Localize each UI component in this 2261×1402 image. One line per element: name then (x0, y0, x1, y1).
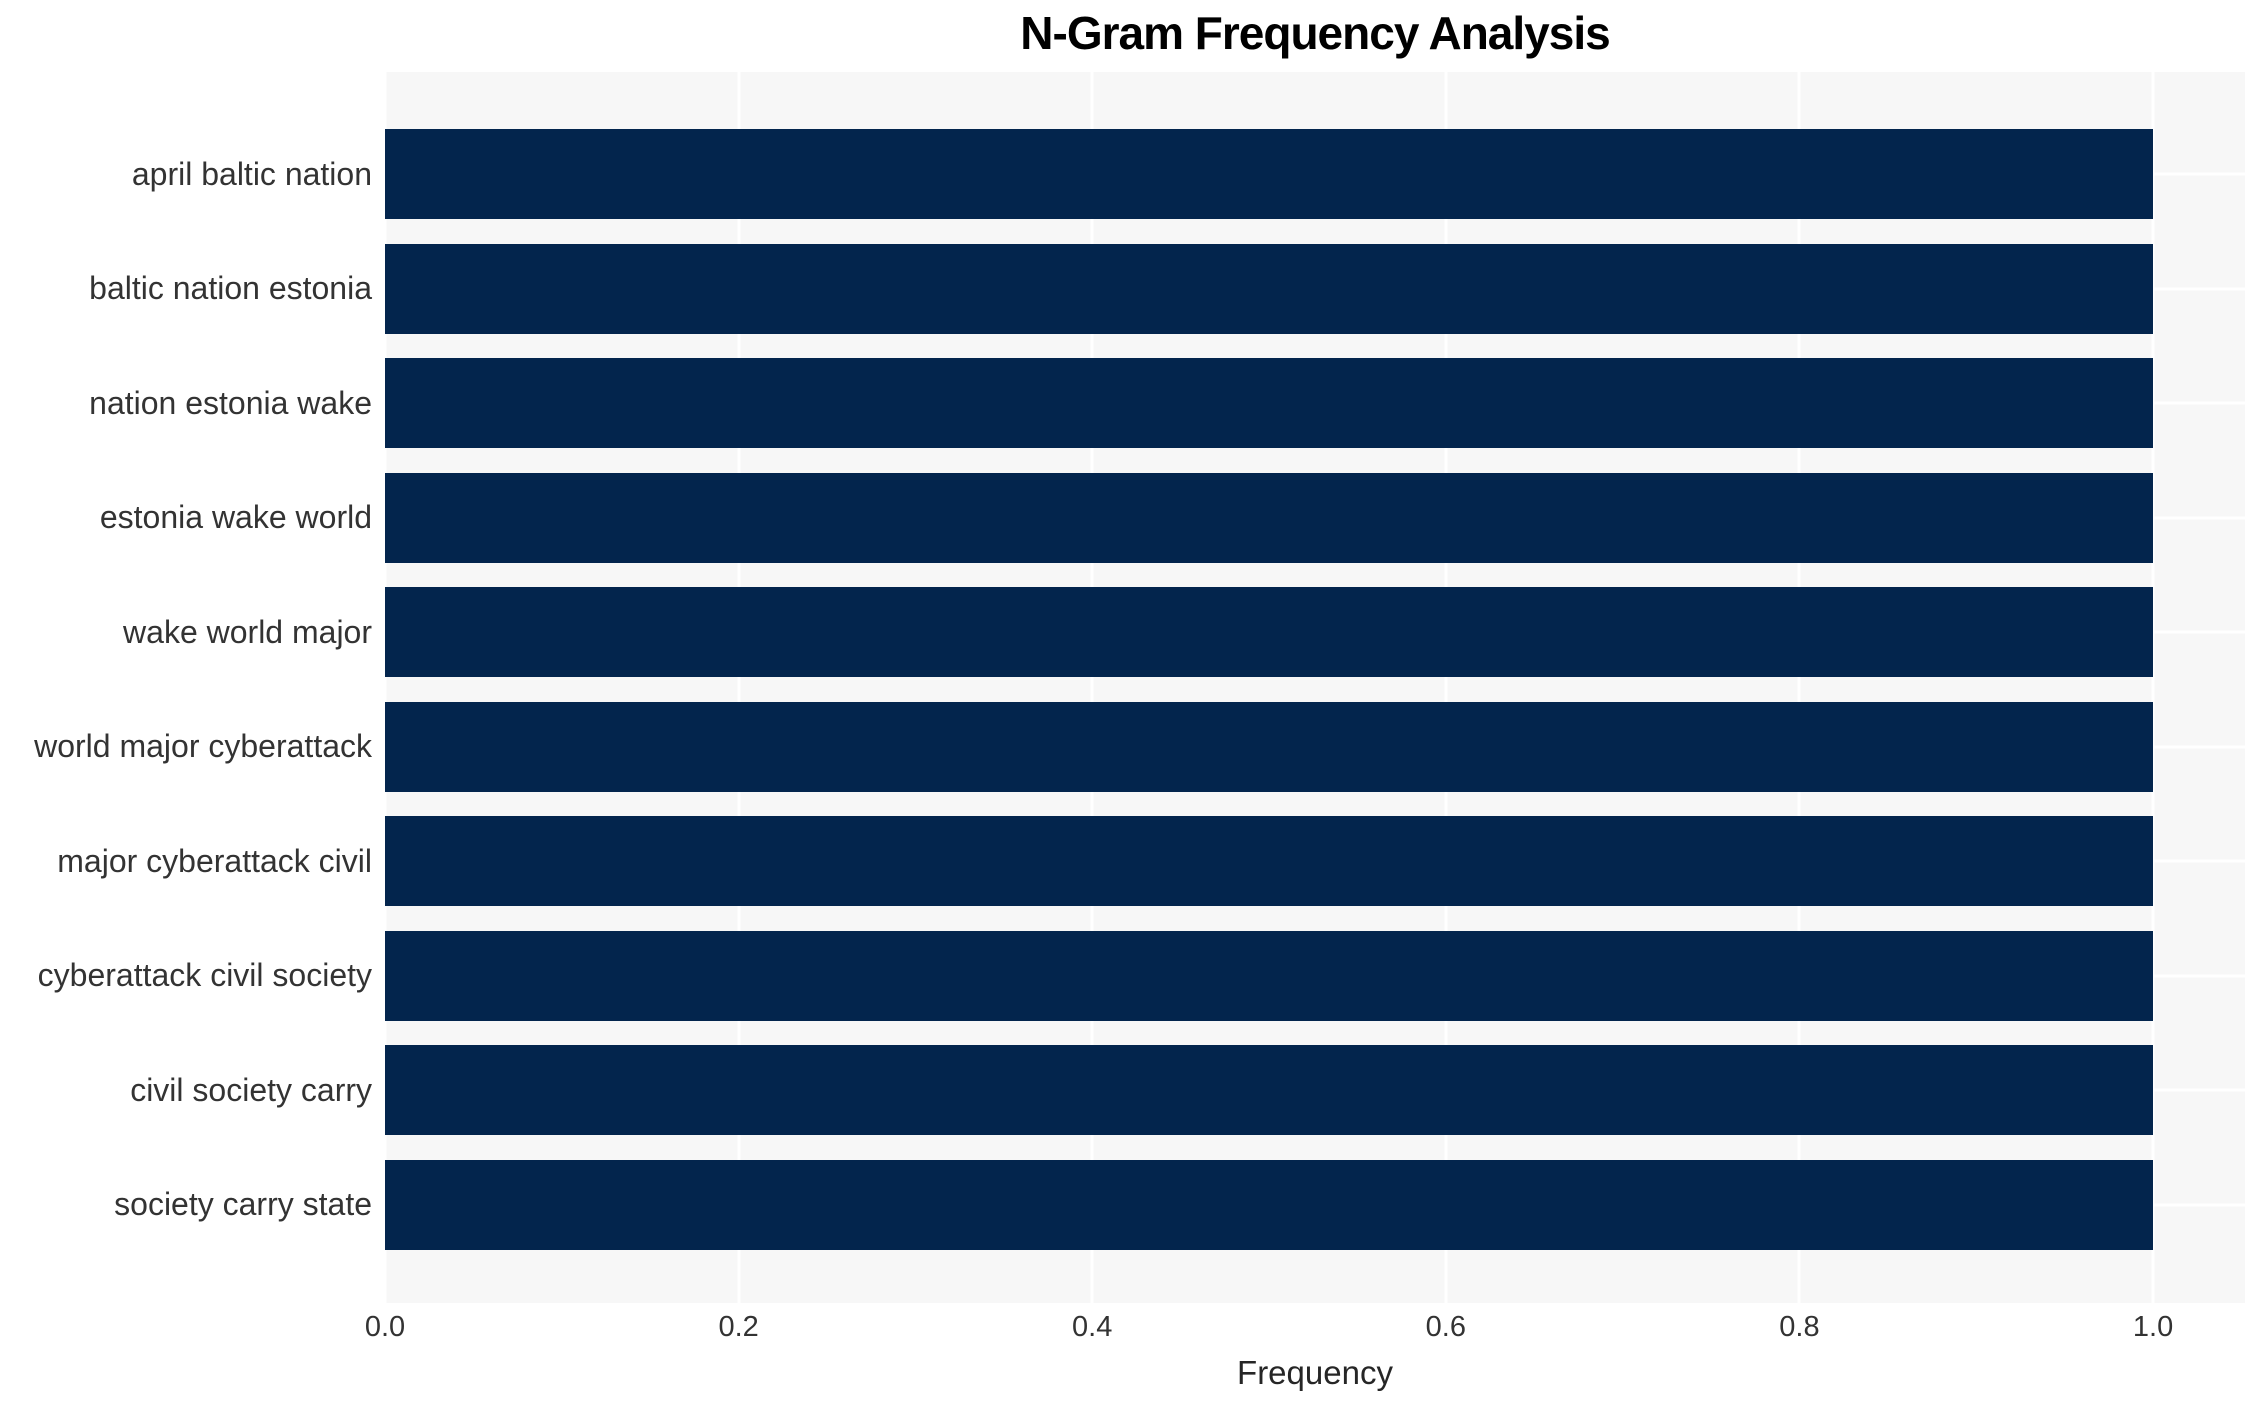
frequency-bar (385, 701, 2154, 792)
frequency-bar (385, 816, 2154, 907)
bar-row: society carry state (114, 1148, 2245, 1263)
chart-title: N-Gram Frequency Analysis (1020, 7, 1610, 59)
bar-row: april baltic nation (132, 117, 2245, 232)
bar-row: baltic nation estonia (89, 232, 2245, 347)
x-tick-label: 0.0 (364, 1311, 406, 1343)
bar-row: wake world major (123, 575, 2245, 690)
bar-row: cyberattack civil society (38, 919, 2245, 1034)
v-gridline (383, 72, 387, 1303)
frequency-bar (385, 930, 2154, 1021)
x-tick-label: 0.2 (718, 1311, 759, 1343)
y-tick-label: nation estonia wake (89, 384, 372, 421)
y-tick-label: world major cyberattack (34, 728, 372, 765)
frequency-bar (385, 243, 2154, 334)
x-axis-ticks: 0.0 0.2 0.4 0.6 0.8 1.0 (365, 1311, 2245, 1351)
x-tick-label: 0.6 (1425, 1311, 1466, 1343)
v-gridline (1090, 72, 1094, 1303)
v-gridline (1797, 72, 1801, 1303)
frequency-bar (385, 129, 2154, 220)
frequency-bar (385, 358, 2154, 449)
y-tick-label: wake world major (123, 613, 372, 650)
frequency-bar (385, 472, 2154, 563)
bar-row: nation estonia wake (89, 346, 2245, 461)
frequency-bar (385, 1159, 2154, 1250)
bar-row: major cyberattack civil (57, 804, 2245, 919)
bar-row: estonia wake world (100, 461, 2245, 576)
y-tick-label: estonia wake world (99, 499, 372, 536)
y-tick-label: cyberattack civil society (37, 957, 372, 994)
y-tick-label: april baltic nation (131, 155, 372, 192)
v-gridline (737, 72, 741, 1303)
y-tick-label: civil society carry (130, 1071, 372, 1108)
v-gridline (2151, 72, 2155, 1303)
frequency-bar (385, 1045, 2154, 1136)
x-tick-label: 0.4 (1072, 1311, 1113, 1343)
v-gridline (1444, 72, 1448, 1303)
y-tick-label: major cyberattack civil (57, 842, 372, 879)
bar-row: civil society carry (130, 1033, 2245, 1148)
x-tick-label: 0.8 (1779, 1311, 1820, 1343)
x-tick-label: 1.0 (2132, 1311, 2174, 1343)
y-tick-label: society carry state (114, 1186, 372, 1223)
x-axis-title: Frequency (1237, 1354, 1393, 1391)
frequency-bar (385, 587, 2154, 678)
y-tick-label: baltic nation estonia (89, 270, 372, 307)
bar-row: world major cyberattack (34, 690, 2245, 805)
plot-area: april baltic nation baltic nation estonia… (34, 72, 2245, 1303)
